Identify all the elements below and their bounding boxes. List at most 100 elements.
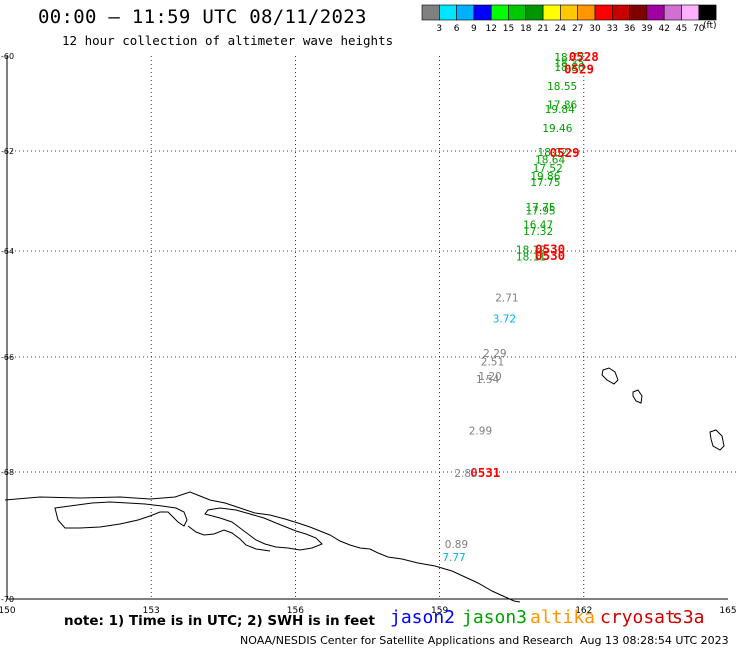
chart-title: 00:00 – 11:59 UTC 08/11/2023 bbox=[38, 6, 367, 28]
wave-height-label: 19.86 bbox=[530, 171, 560, 183]
legend-swatch bbox=[646, 4, 665, 21]
wave-height-label: 17.86 bbox=[547, 99, 577, 111]
satellite-name-jason2: jason2 bbox=[390, 607, 456, 628]
time-label: 0530 bbox=[535, 248, 565, 263]
legend-tick-label: 42 bbox=[658, 24, 669, 34]
island-2-outline bbox=[632, 389, 643, 404]
y-tick-label: -68 bbox=[1, 468, 14, 477]
legend-swatch bbox=[629, 4, 648, 21]
wave-height-label: 2.83 bbox=[454, 468, 477, 480]
x-tick-label: 156 bbox=[287, 606, 304, 616]
time-label: 0530 bbox=[535, 242, 565, 257]
wave-height-label: 18.12 bbox=[516, 245, 546, 257]
legend-swatch bbox=[594, 4, 613, 21]
legend-swatch bbox=[456, 4, 475, 21]
x-tick-label: 159 bbox=[431, 606, 448, 616]
coastline bbox=[4, 367, 725, 603]
legend-swatch bbox=[525, 4, 544, 21]
legend-units: (ft) bbox=[703, 21, 717, 31]
wave-height-label: 19.84 bbox=[545, 104, 575, 116]
satellite-name-altika: altika bbox=[530, 607, 596, 628]
wave-height-label: 17.95 bbox=[526, 206, 556, 218]
x-tick-label: 150 bbox=[0, 606, 16, 616]
peninsula-outline bbox=[54, 501, 188, 529]
wave-height-label: 17.32 bbox=[523, 226, 553, 238]
legend-swatch bbox=[611, 4, 630, 21]
wave-height-label: 18.86 bbox=[554, 62, 584, 74]
legend-swatch bbox=[681, 4, 700, 21]
color-legend: 3 6 9 12 15 18 21 24 27 30 33 36 39 42 45 70 bbox=[421, 4, 717, 34]
bay-outline bbox=[204, 507, 323, 551]
time-label: 0529 bbox=[564, 62, 594, 77]
chart-subtitle: 12 hour collection of altimeter wave hei… bbox=[62, 33, 394, 48]
x-tick-label: 165 bbox=[719, 606, 736, 616]
wave-height-label: 18.77 bbox=[554, 52, 584, 64]
wave-height-label: 17.52 bbox=[533, 163, 563, 175]
time-label: 0528 bbox=[569, 49, 599, 64]
satellite-name-jason3: jason3 bbox=[462, 607, 528, 628]
time-label: 0531 bbox=[470, 465, 500, 480]
y-tick-label: -60 bbox=[1, 52, 14, 61]
x-tick-label: 162 bbox=[575, 606, 592, 616]
legend-tick-label: 45 bbox=[676, 24, 687, 34]
legend-swatch bbox=[560, 4, 579, 21]
legend-tick-label: 18 bbox=[520, 24, 532, 34]
legend-tick-label: 12 bbox=[485, 24, 496, 34]
legend-swatch bbox=[438, 4, 457, 21]
wave-height-label: 2.29 bbox=[483, 348, 506, 360]
satellite-name-s3a: s3a bbox=[672, 607, 705, 628]
wave-height-label: 18.64 bbox=[535, 155, 565, 167]
legend-tick-label: 6 bbox=[454, 24, 460, 34]
wave-height-label: 18.35 bbox=[554, 57, 584, 69]
legend-tick-label: 33 bbox=[607, 24, 618, 34]
inner-coast bbox=[187, 525, 271, 552]
legend-swatch bbox=[698, 4, 717, 21]
wave-height-label: 18.02 bbox=[538, 147, 568, 159]
legend-tick-label: 21 bbox=[537, 24, 548, 34]
legend-tick-label: 9 bbox=[471, 24, 477, 34]
wave-height-label: 2.71 bbox=[495, 292, 518, 304]
legend-tick-label: 39 bbox=[641, 24, 653, 34]
legend-tick-label: 3 bbox=[436, 24, 442, 34]
wave-height-label: 16.47 bbox=[523, 220, 553, 232]
y-tick-label: -64 bbox=[1, 247, 14, 256]
legend-tick-label: 24 bbox=[555, 24, 567, 34]
legend-tick-label: 70 bbox=[693, 24, 705, 34]
wave-height-label: 3.72 bbox=[493, 314, 516, 326]
legend-tick-label: 36 bbox=[624, 24, 636, 34]
y-tick-label: -70 bbox=[1, 595, 14, 604]
wave-height-label: 1.54 bbox=[476, 374, 500, 386]
x-tick-label: 153 bbox=[143, 606, 160, 616]
wave-height-label: 1.20 bbox=[478, 371, 501, 383]
wave-height-label: 18.11 bbox=[516, 252, 546, 264]
wave-height-label: 0.89 bbox=[445, 539, 468, 551]
grid: 150 153 156 159 162 165 -60 -62 -64 -66 -68 -70 bbox=[0, 52, 737, 616]
footer-note: note: 1) Time is in UTC; 2) SWH is in fe… bbox=[64, 613, 375, 629]
wave-height-label: 19.46 bbox=[542, 123, 572, 135]
legend-swatch bbox=[508, 4, 527, 21]
legend-swatch bbox=[490, 4, 509, 21]
satellite-name-cryosat: cryosat bbox=[600, 607, 676, 628]
wave-height-label: 2.99 bbox=[469, 426, 492, 438]
legend-tick-label: 30 bbox=[589, 24, 601, 34]
legend-tick-label: 15 bbox=[503, 24, 514, 34]
wave-height-label: 18.55 bbox=[547, 81, 577, 93]
antarctic-coastline bbox=[4, 491, 521, 603]
credit-text: NOAA/NESDIS Center for Satellite Applica… bbox=[240, 634, 574, 647]
legend-swatch bbox=[421, 4, 440, 21]
wave-height-label: 17.75 bbox=[530, 177, 560, 189]
y-tick-label: -62 bbox=[1, 147, 14, 156]
wave-height-label: 2.51 bbox=[481, 357, 504, 369]
y-tick-label: -66 bbox=[1, 353, 14, 362]
legend-swatch bbox=[473, 4, 492, 21]
timestamp-text: Aug 13 08:28:54 UTC 2023 bbox=[580, 634, 729, 647]
legend-tick-label: 27 bbox=[572, 24, 583, 34]
time-label: 0529 bbox=[550, 145, 580, 160]
legend-swatch bbox=[663, 4, 682, 21]
island-3-outline bbox=[709, 429, 725, 451]
wave-height-label: 17.75 bbox=[526, 202, 556, 214]
wave-height-label: 7.77 bbox=[442, 552, 465, 564]
legend-swatch bbox=[542, 4, 561, 21]
